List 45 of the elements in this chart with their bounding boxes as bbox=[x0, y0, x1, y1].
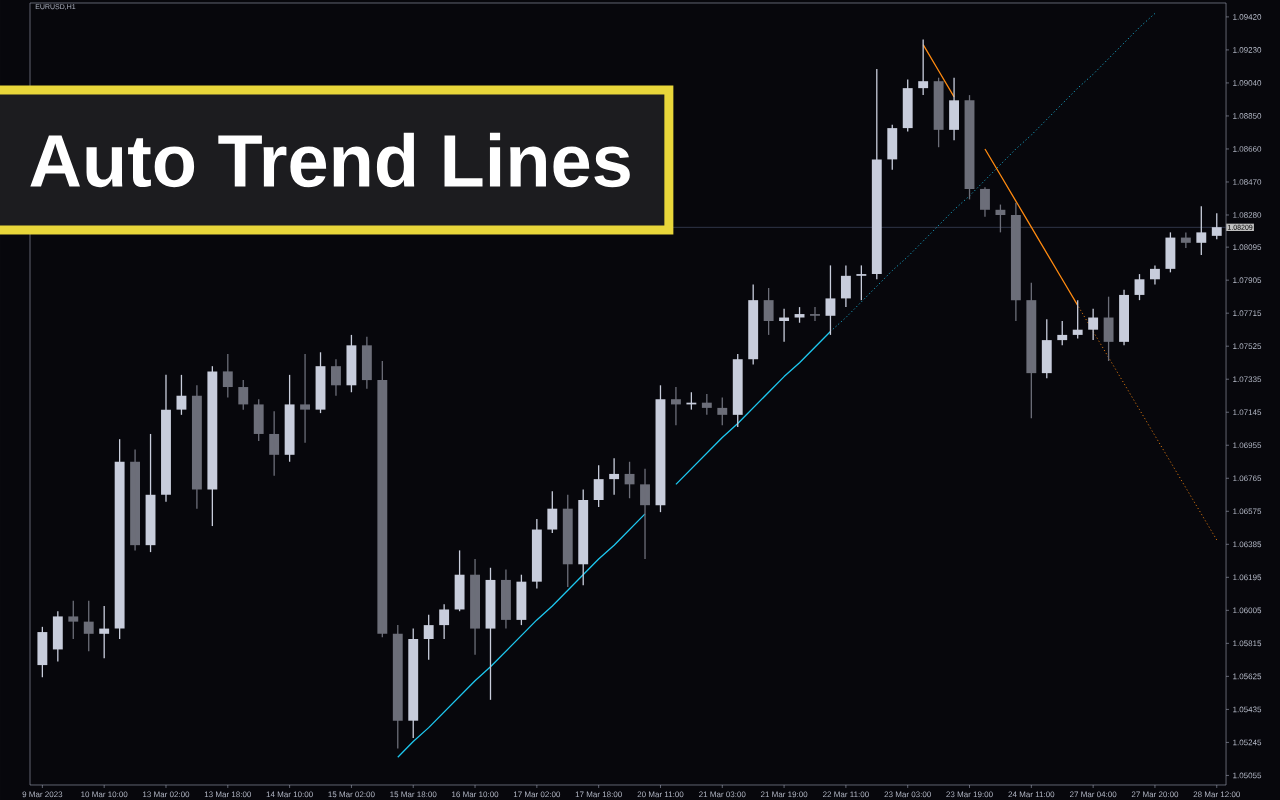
x-tick-label: 15 Mar 02:00 bbox=[328, 791, 375, 798]
y-tick-label: 1.09420 bbox=[1233, 14, 1262, 20]
x-tick-label: 16 Mar 10:00 bbox=[452, 791, 499, 798]
y-tick-label: 1.06385 bbox=[1233, 541, 1262, 548]
x-tick-label: 17 Mar 18:00 bbox=[575, 791, 622, 798]
y-tick-label: 1.07715 bbox=[1233, 310, 1262, 317]
y-tick-label: 1.05055 bbox=[1233, 772, 1262, 779]
x-tick-label: 13 Mar 02:00 bbox=[143, 791, 190, 798]
y-tick-label: 1.05435 bbox=[1233, 706, 1262, 713]
y-tick-label: 1.05815 bbox=[1233, 640, 1262, 647]
y-tick-label: 1.09040 bbox=[1233, 80, 1262, 86]
x-tick-label: 22 Mar 11:00 bbox=[823, 791, 869, 798]
y-tick-label: 1.06765 bbox=[1233, 475, 1262, 482]
x-tick-label: 28 Mar 12:00 bbox=[1193, 791, 1241, 798]
y-tick-label: 1.08095 bbox=[1233, 244, 1262, 250]
text: Auto Trend Lines bbox=[30, 132, 630, 188]
y-tick-label: 1.06195 bbox=[1233, 574, 1262, 581]
y-tick-label: 1.06575 bbox=[1233, 508, 1262, 515]
x-tick-label: 14 Mar 10:00 bbox=[266, 791, 313, 798]
y-tick-label: 1.06005 bbox=[1233, 607, 1262, 614]
y-tick-label: 1.05625 bbox=[1233, 673, 1262, 680]
y-tick-label: 1.07145 bbox=[1233, 409, 1262, 416]
x-tick-label: 17 Mar 02:00 bbox=[513, 791, 561, 798]
y-tick-label: 1.08470 bbox=[1233, 179, 1262, 185]
y-tick-label: 1.07905 bbox=[1233, 277, 1262, 283]
y-tick-label: 1.08850 bbox=[1233, 113, 1262, 119]
x-tick-label: 27 Mar 20:00 bbox=[1131, 791, 1179, 798]
x-tick-label: 20 Mar 11:00 bbox=[637, 791, 684, 798]
x-tick-label: 13 Mar 18:00 bbox=[204, 791, 252, 798]
y-tick-label: 1.05245 bbox=[1233, 739, 1262, 746]
y-tick-label: 1.09230 bbox=[1233, 47, 1262, 53]
y-tick-label: 1.08660 bbox=[1233, 146, 1262, 152]
x-tick-label: 15 Mar 18:00 bbox=[390, 791, 437, 798]
x-tick-label: 23 Mar 03:00 bbox=[884, 791, 931, 798]
y-tick-label: 1.07335 bbox=[1233, 376, 1262, 383]
x-tick-label: 10 Mar 10:00 bbox=[81, 791, 128, 798]
x-tick-label: 21 Mar 03:00 bbox=[699, 791, 746, 798]
x-tick-label: 24 Mar 11:00 bbox=[1008, 791, 1055, 798]
y-tick-label: 1.07525 bbox=[1233, 343, 1262, 350]
x-tick-label: 9 Mar 2023 bbox=[22, 791, 63, 798]
y-tick-label: 1.06955 bbox=[1233, 442, 1262, 449]
y-tick-label: 1.08280 bbox=[1233, 212, 1262, 218]
x-tick-label: 27 Mar 04:00 bbox=[1069, 791, 1117, 798]
x-tick-label: 23 Mar 19:00 bbox=[946, 791, 993, 798]
x-tick-label: 21 Mar 19:00 bbox=[760, 791, 808, 798]
